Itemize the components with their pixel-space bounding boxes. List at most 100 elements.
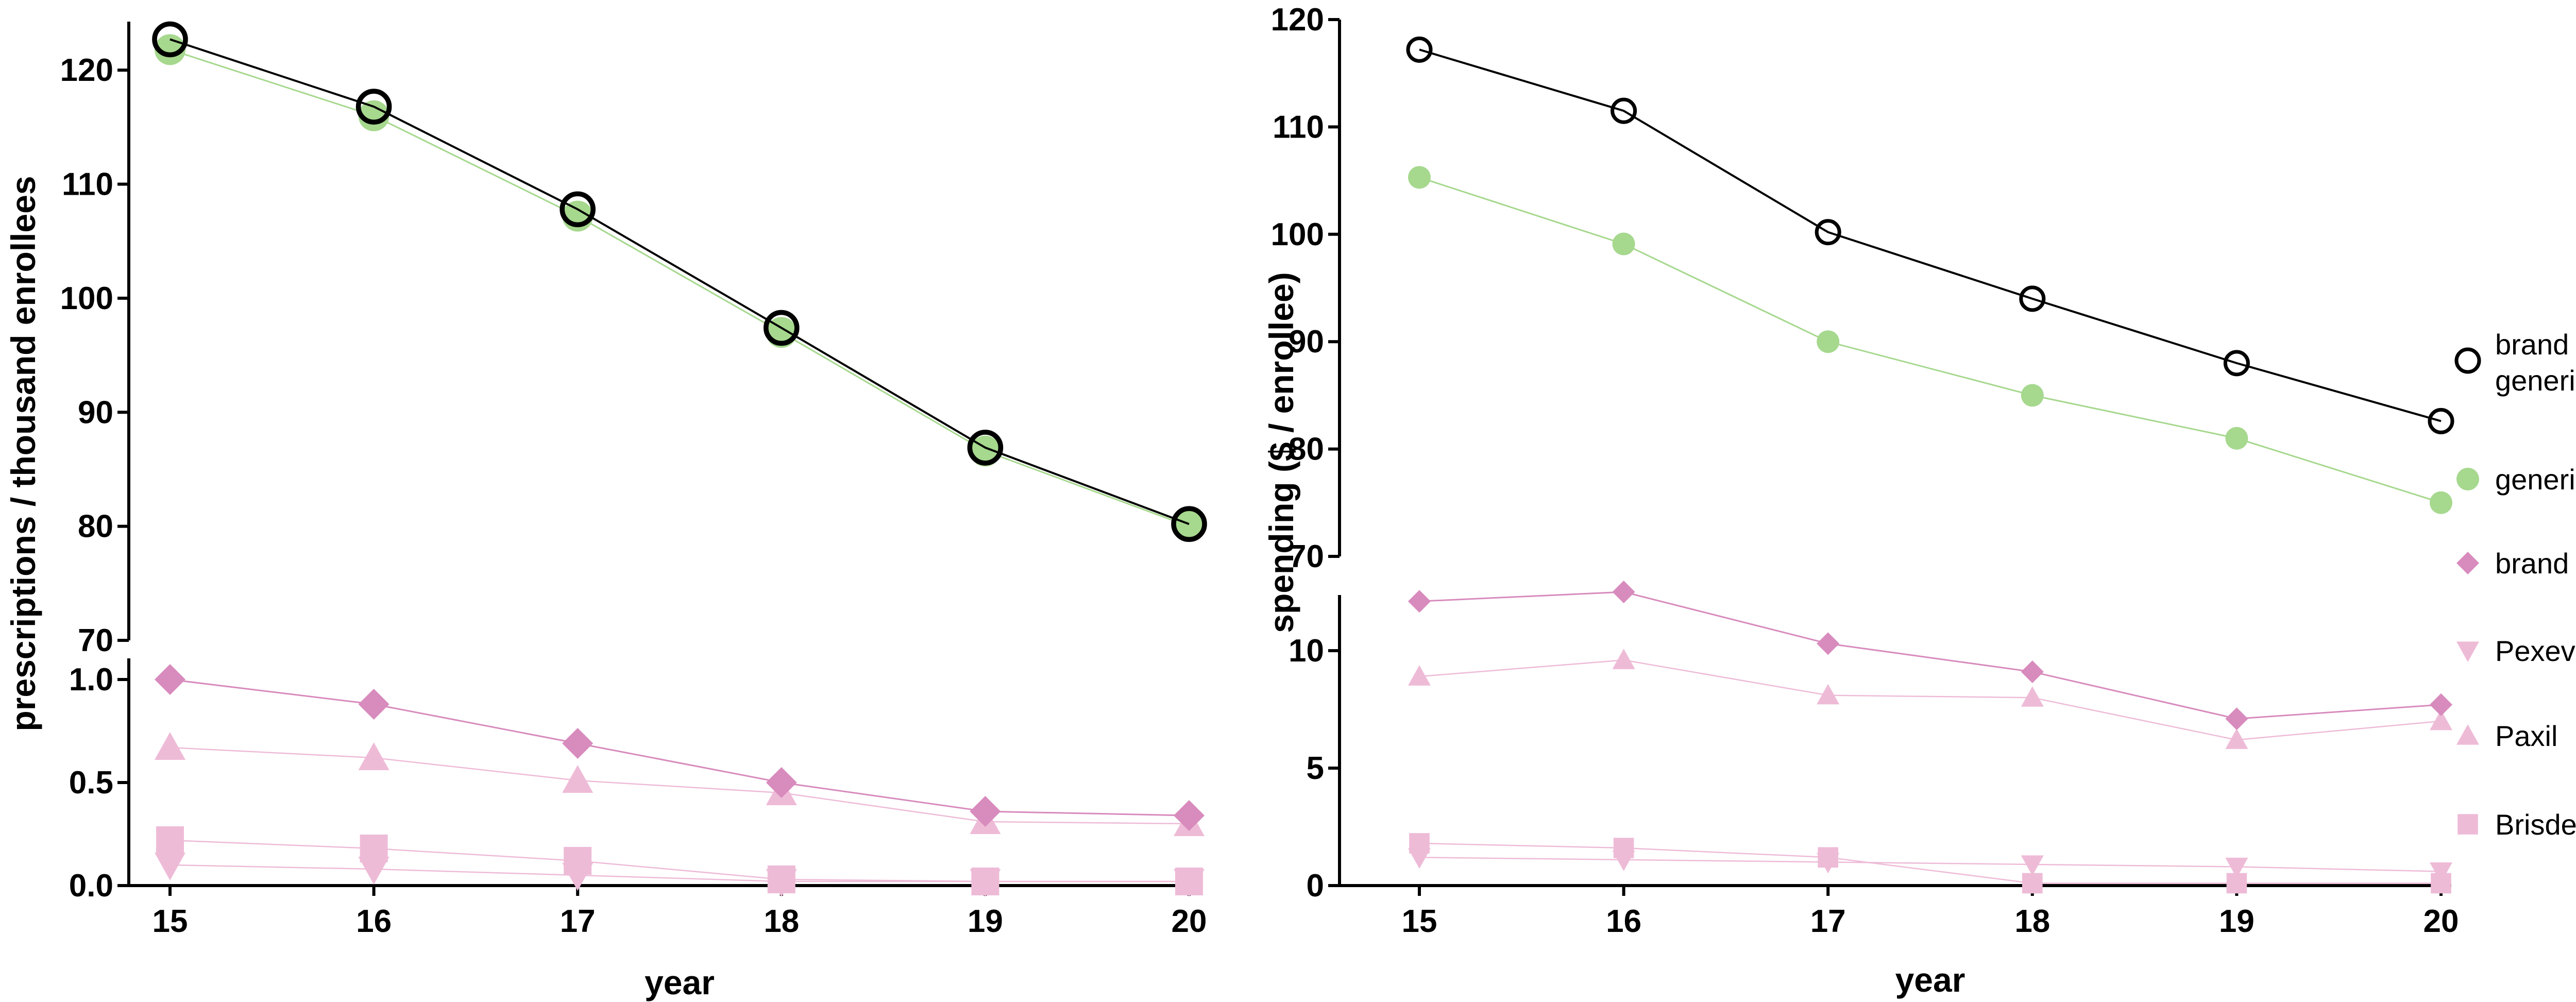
data-point-paxil [1408,665,1431,686]
series-line-brand [1419,591,2442,720]
series-line-generic [170,48,1190,528]
data-point-brand-generic [1406,36,1433,63]
series-upper-brand-generic [152,21,1207,542]
y-tick-label: 0.5 [69,765,113,801]
y-tick-label: 110 [62,167,113,202]
legend-label: Paxil [2495,720,2557,752]
legend-marker-brand-generic [2454,347,2481,374]
data-point-paxil [2430,709,2452,731]
y-tick-label: 70 [78,623,113,658]
legend-item-pexeva: Pexeva [2456,635,2576,667]
data-point-brand-generic [152,21,188,58]
x-tick-label: 18 [2014,904,2050,939]
data-point-paxil [358,742,389,770]
data-point-generic [2430,491,2452,514]
data-point-paxil [2021,686,2044,707]
data-point-brisdelle [971,868,999,895]
y-tick-label: 0 [1307,868,1324,904]
data-point-paxil [1817,684,1840,705]
y-tick-label: 80 [78,509,113,545]
data-point-generic [1612,232,1635,256]
data-point-paxil [155,732,185,760]
x-tick-label: 19 [968,904,1003,939]
data-point-brand [766,767,797,798]
series-line-pexeva [1419,857,2442,872]
data-point-pexeva [2225,857,2248,878]
data-point-brisdelle [2431,873,2451,894]
y-tick-label: 80 [1289,432,1324,467]
data-point-generic [1174,511,1205,542]
data-point-brand [1174,800,1205,831]
legend-label: Brisdelle [2495,808,2576,841]
right-chart-panel: 70 80 90 100 110 120 0 5 10 15 16 17 18 19 20 year spend… [1262,2,2459,999]
series-upper-brand-generic [1406,36,2454,434]
data-point-brand-generic [967,430,1004,466]
data-point-brand-generic [1815,219,1841,246]
legend-marker-brisdelle [2458,814,2478,835]
data-point-brand [155,664,185,695]
data-point-generic [358,100,389,131]
series-line-paxil [170,746,1190,825]
y-tick-label: 90 [1289,324,1324,360]
series-lower-pexeva [1408,848,2452,883]
data-point-brand-generic [560,191,596,228]
legend-marker-brand [2456,552,2479,574]
series-line-brand-generic [1419,48,2442,422]
data-point-paxil [2225,728,2248,749]
data-point-brand [1612,581,1635,603]
data-point-paxil [1612,649,1635,669]
x-tick-label: 15 [1402,904,1437,939]
data-point-pexeva [358,857,389,885]
data-point-brand-generic [2019,285,2046,312]
y-tick-label: 90 [78,395,113,430]
y-tick-label: 70 [1289,539,1324,574]
series-line-brand-generic [170,38,1190,525]
x-tick-label: 16 [1606,904,1641,939]
x-tick-label: 15 [152,904,188,939]
data-point-brisdelle [360,835,388,862]
series-line-brand [170,678,1190,817]
legend-marker-paxil [2456,724,2479,745]
data-point-brisdelle [2022,873,2043,894]
data-point-brand [2430,693,2452,716]
series-lower-pexeva [155,853,1205,897]
series-lower-brisdelle [1409,833,2451,894]
legend-item-paxil: Paxil [2456,720,2557,752]
data-point-brand [2021,660,2044,684]
series-upper-generic [155,34,1205,542]
legend-label: brand [2495,547,2569,580]
legend-item-brand: brand [2456,547,2569,580]
y-tick-label: 1.0 [69,662,113,698]
data-point-brisdelle [564,847,592,875]
data-point-brand-generic [1611,97,1637,124]
x-tick-label: 17 [560,904,596,939]
series-lower-brand [1408,581,2452,731]
series-lower-paxil [155,732,1205,836]
data-point-brisdelle [1175,868,1203,895]
x-tick-label: 17 [1810,904,1846,939]
y-tick-label: 0.0 [69,868,113,904]
series-line-brisdelle [1419,842,2441,884]
data-point-brisdelle [767,865,795,893]
y-tick-label: 100 [1271,217,1324,252]
y-tick-label: 5 [1307,751,1324,786]
data-point-brisdelle [1613,838,1634,858]
data-point-paxil [562,765,594,793]
data-point-brand [1817,632,1840,655]
data-point-pexeva [2430,862,2452,883]
data-point-brand [562,728,594,759]
data-point-brand-generic [2428,407,2454,434]
data-point-brand [970,796,1001,827]
legend-marker-pexeva [2456,641,2479,662]
y-axis-title: prescriptions / thousand enrollees [4,176,42,731]
x-tick-label: 20 [2424,904,2459,939]
series-line-brisdelle [170,839,1189,882]
data-point-generic [2021,384,2044,407]
left-chart-panel: 70 80 90 100 110 120 0.0 0.5 1.0 15 16 17 18 19 20 year… [4,21,1207,1001]
data-point-pexeva [155,853,185,880]
series-line-generic [1419,176,2442,504]
x-axis-title: year [645,963,715,1001]
x-tick-label: 20 [1172,904,1207,939]
x-axis-title: year [1895,961,1965,999]
